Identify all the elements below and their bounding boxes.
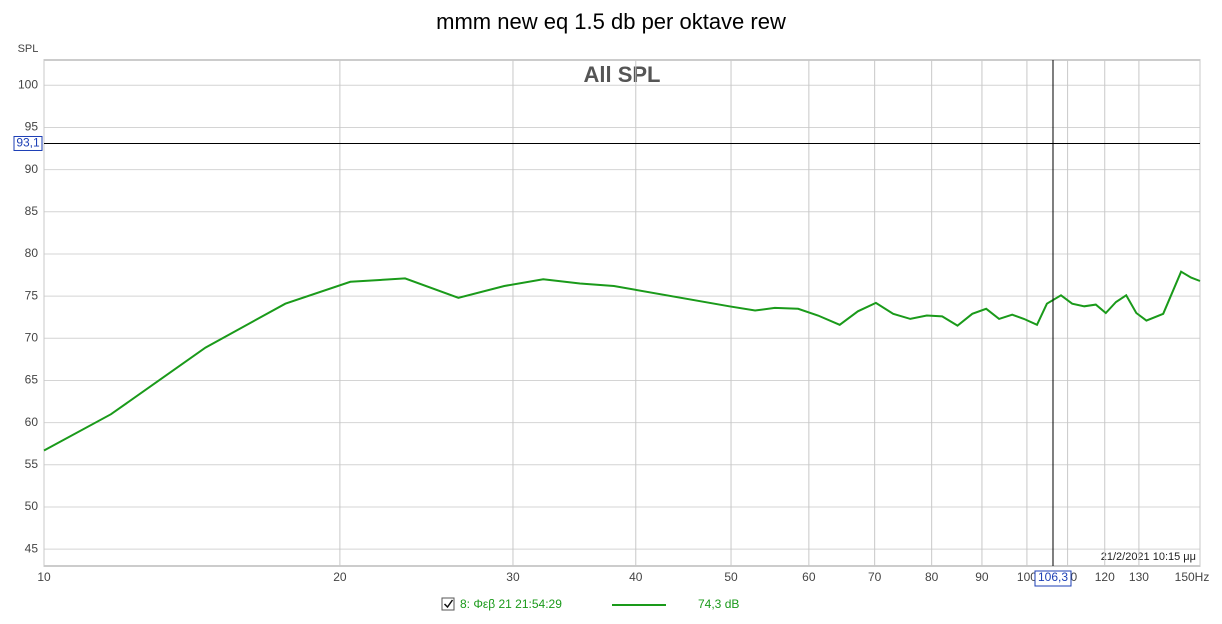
x-tick-label: 120 [1095,570,1115,584]
marks [43,60,1201,566]
y-tick-label: 80 [25,246,39,260]
series-line [43,270,1201,452]
y-tick-label: 85 [25,204,39,218]
y-axis-label: SPL [18,43,39,55]
legend: 8: Φεβ 21 21:54:29 74,3 dB [441,597,739,611]
x-tick-label: 150Hz [1175,570,1210,584]
cursor-x-label: 106,3 [1038,570,1068,584]
x-tick-label: 100 [1017,570,1037,584]
x-tick-label: 10 [37,570,51,584]
timestamp: 21/2/2021 10:15 μμ [1101,551,1196,563]
x-tick-label: 40 [629,570,643,584]
x-tick-label: 30 [506,570,520,584]
x-tick-label: 50 [724,570,738,584]
x-tick-label: 80 [925,570,939,584]
y-tick-label: 45 [25,541,39,555]
cursor-x-box [1034,570,1072,587]
y-tick-label: 70 [25,330,39,344]
x-tick-label: 130 [1129,570,1149,584]
y-tick-label: 75 [25,288,39,302]
x-tick-label: 60 [802,570,816,584]
chart-title: mmm new eq 1.5 db per oktave rew [436,9,786,34]
plot-subtitle: All SPL [583,62,660,87]
plot-area [43,59,1201,567]
x-tick-label: 70 [868,570,882,584]
grid [43,60,1201,566]
cursor-y-label: 93,1 [16,136,40,150]
x-tick-label: 20 [333,570,347,584]
y-tick-label: 60 [25,415,39,429]
y-tick-label: 65 [25,373,39,387]
legend-label: 8: Φεβ 21 21:54:29 [460,597,562,611]
x-tick-label: 90 [975,570,989,584]
y-tick-label: 100 [18,77,38,91]
y-tick-label: 90 [25,162,39,176]
y-tick-label: 55 [25,457,39,471]
check-mark [443,599,454,609]
cursor-readout: 74,3 dB [698,597,739,611]
y-tick-label: 50 [25,499,39,513]
y-tick-label: 95 [25,120,39,134]
cursor-y-box [13,135,43,151]
